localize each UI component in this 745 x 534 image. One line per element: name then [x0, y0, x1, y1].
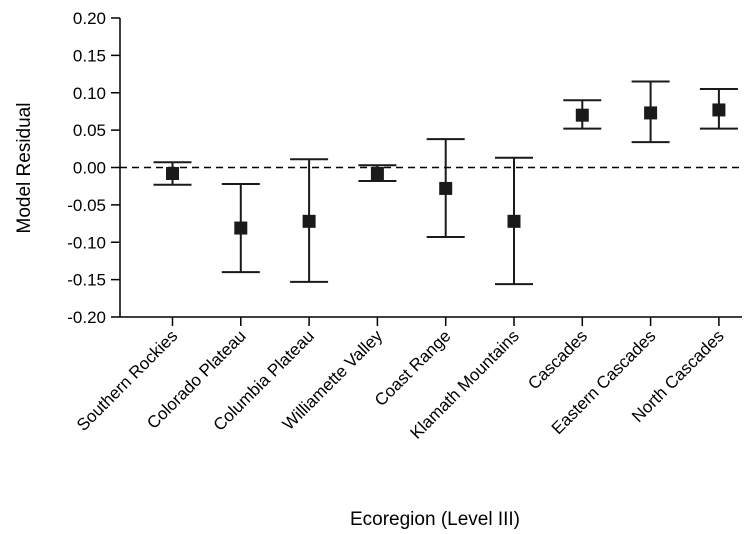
data-point-marker	[575, 108, 589, 122]
data-point-marker	[439, 181, 453, 195]
error-bars	[153, 80, 738, 286]
y-tick-label: -0.15	[67, 271, 106, 290]
data-point-marker	[302, 214, 316, 228]
y-tick-label: -0.20	[67, 308, 106, 327]
x-axis-title: Ecoregion (Level III)	[350, 509, 520, 530]
y-tick-label: 0.10	[73, 84, 106, 103]
y-axis-title: Model Residual	[14, 103, 35, 234]
y-tick-label: -0.10	[67, 233, 106, 252]
data-point-marker	[644, 106, 658, 120]
data-point-marker	[166, 166, 179, 180]
data-point-marker	[712, 103, 726, 117]
y-tick-label: 0.20	[73, 9, 106, 28]
y-tick-label: 0.15	[73, 46, 106, 65]
y-tick-label: 0.05	[73, 121, 106, 140]
y-tick-label: -0.05	[67, 196, 106, 215]
data-point-marker	[507, 214, 521, 228]
x-axis-ticks	[171, 317, 720, 326]
y-axis-ticks: 0.20 0.15 0.10 0.05 0.00 -0.05 -0.10 -0.15 -0.20	[67, 9, 120, 327]
data-point-marker	[370, 166, 384, 180]
category-label: Cascades	[524, 326, 591, 393]
data-point-marker	[234, 221, 248, 235]
y-tick-label: 0.00	[73, 159, 106, 178]
